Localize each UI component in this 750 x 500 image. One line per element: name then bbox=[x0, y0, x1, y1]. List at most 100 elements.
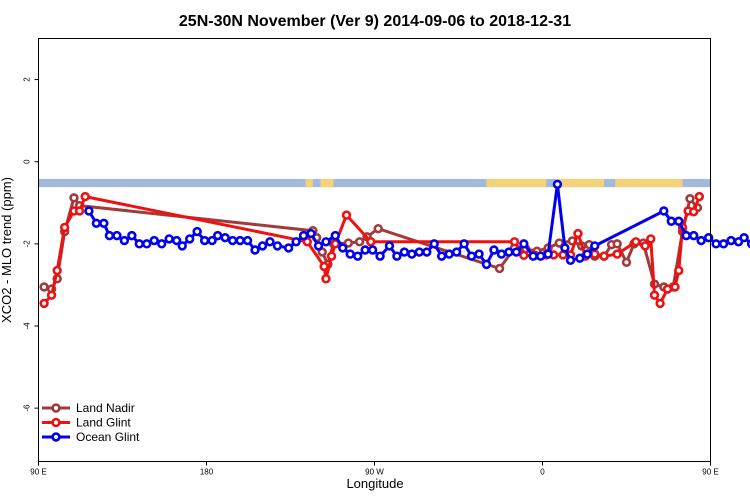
series-layer bbox=[39, 179, 750, 309]
data-point bbox=[573, 228, 583, 239]
data-point bbox=[392, 251, 402, 261]
data-point bbox=[612, 239, 622, 249]
data-point bbox=[373, 223, 383, 234]
data-point bbox=[703, 232, 714, 243]
data-point bbox=[621, 257, 632, 268]
data-point bbox=[192, 226, 202, 237]
data-point bbox=[444, 249, 454, 259]
data-point bbox=[560, 243, 570, 253]
data-point bbox=[220, 232, 230, 243]
y-axis-title: XCO2 - MLO trend (ppm) bbox=[0, 177, 14, 323]
data-point bbox=[718, 239, 729, 249]
data-point bbox=[353, 251, 363, 261]
data-point bbox=[414, 247, 424, 257]
land-segment bbox=[305, 178, 313, 188]
data-point bbox=[674, 216, 684, 226]
data-point bbox=[459, 239, 469, 249]
data-point bbox=[338, 243, 348, 253]
data-point bbox=[127, 230, 137, 241]
data-point bbox=[681, 230, 691, 241]
data-point bbox=[554, 238, 564, 248]
x-tick-label: 0 bbox=[540, 468, 545, 477]
data-point bbox=[313, 241, 324, 251]
data-point bbox=[711, 239, 721, 249]
data-point bbox=[666, 216, 676, 226]
data-point bbox=[157, 239, 167, 249]
data-point bbox=[164, 234, 174, 244]
data-point bbox=[565, 255, 576, 265]
data-point bbox=[451, 247, 462, 257]
legend-marker bbox=[51, 432, 61, 442]
data-point bbox=[511, 247, 522, 257]
data-point bbox=[519, 250, 529, 261]
x-tick-label: 90 W bbox=[365, 468, 384, 477]
data-point bbox=[80, 191, 90, 202]
legend-label: Land Glint bbox=[76, 416, 131, 430]
data-point bbox=[649, 290, 660, 300]
data-point bbox=[171, 235, 182, 246]
data-point bbox=[142, 239, 152, 249]
data-point bbox=[466, 251, 477, 261]
x-axis: 90 E 180 90 W 0 90 E bbox=[30, 461, 719, 477]
data-point bbox=[582, 249, 592, 259]
x-axis-title: Longitude bbox=[346, 476, 403, 491]
data-point bbox=[177, 241, 187, 251]
data-point bbox=[272, 241, 283, 251]
data-point bbox=[612, 249, 622, 259]
data-point bbox=[250, 245, 260, 255]
data-point bbox=[696, 235, 706, 246]
data-point bbox=[99, 218, 109, 229]
land-segment bbox=[486, 178, 547, 188]
data-point bbox=[640, 241, 650, 251]
data-point bbox=[496, 249, 507, 259]
data-point bbox=[509, 237, 520, 247]
data-point bbox=[528, 251, 538, 261]
data-point bbox=[726, 235, 736, 246]
legend-label: Ocean Glint bbox=[76, 430, 140, 444]
data-point bbox=[399, 247, 410, 257]
data-point bbox=[354, 237, 365, 247]
y-tick-label: 0 bbox=[23, 159, 32, 164]
x-tick-label: 90 E bbox=[702, 468, 718, 477]
data-point bbox=[213, 230, 223, 241]
data-point bbox=[257, 241, 268, 251]
data-point bbox=[367, 245, 378, 255]
ocean-band bbox=[38, 178, 711, 188]
data-point bbox=[326, 251, 337, 261]
data-point bbox=[134, 239, 145, 249]
data-point bbox=[646, 234, 656, 244]
data-point bbox=[343, 238, 354, 248]
data-point bbox=[46, 290, 57, 300]
data-point bbox=[688, 230, 699, 241]
data-point bbox=[481, 259, 492, 270]
land-ocean-band bbox=[38, 178, 711, 188]
data-point bbox=[590, 241, 600, 251]
data-point bbox=[283, 243, 294, 253]
data-point bbox=[575, 253, 585, 263]
y-tick-label: -6 bbox=[23, 404, 32, 412]
y-axis: 2 0 -2 -4 -6 bbox=[23, 77, 39, 412]
legend-marker bbox=[51, 403, 61, 413]
land-segment bbox=[615, 178, 683, 188]
data-point bbox=[319, 261, 329, 272]
data-point bbox=[74, 206, 85, 216]
data-point bbox=[39, 298, 49, 309]
data-point bbox=[199, 235, 210, 246]
data-point bbox=[341, 210, 352, 220]
data-point bbox=[306, 228, 316, 239]
data-point bbox=[489, 245, 499, 255]
data-point bbox=[552, 179, 563, 189]
data-point bbox=[321, 274, 331, 284]
data-point bbox=[599, 251, 609, 261]
data-point bbox=[422, 247, 432, 257]
data-point bbox=[235, 235, 245, 246]
data-point bbox=[590, 249, 600, 259]
data-point bbox=[84, 206, 94, 216]
series-land-glint bbox=[39, 191, 704, 309]
data-point bbox=[298, 230, 309, 241]
data-point bbox=[149, 235, 159, 246]
data-point bbox=[384, 241, 395, 251]
data-point bbox=[375, 251, 385, 261]
